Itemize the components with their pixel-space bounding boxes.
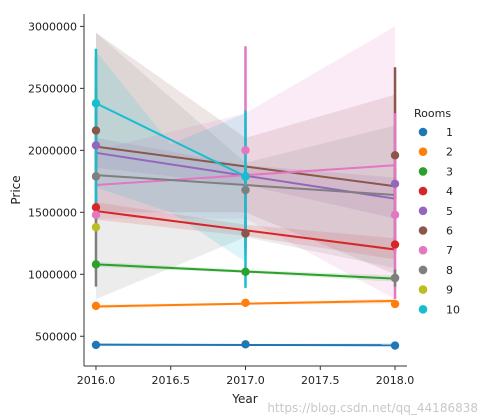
- legend-marker-rooms-7: [418, 245, 428, 255]
- y-axis-label: Price: [9, 175, 23, 204]
- y-tick-label-5: 3000000: [28, 20, 77, 33]
- data-points: [91, 99, 400, 350]
- point-rooms-2-1: [241, 298, 250, 307]
- y-tick-label-0: 500000: [35, 330, 77, 343]
- legend-marker-rooms-1: [418, 127, 428, 137]
- x-tick-label-0: 2016.0: [77, 374, 116, 387]
- point-rooms-10-1: [241, 172, 250, 181]
- legend-label-rooms-6: 6: [446, 225, 453, 238]
- point-rooms-8-1: [241, 185, 250, 195]
- point-rooms-4-0: [91, 203, 101, 212]
- point-rooms-10-0: [91, 99, 101, 108]
- point-rooms-7-0: [91, 210, 101, 219]
- point-rooms-5-0: [91, 141, 101, 150]
- point-rooms-8-0: [91, 172, 101, 181]
- legend-label-rooms-1: 1: [446, 126, 453, 139]
- point-rooms-7-1: [241, 146, 250, 155]
- legend-label-rooms-8: 8: [446, 264, 453, 277]
- x-tick-label-4: 2018.0: [376, 374, 415, 387]
- watermark: https://blog.csdn.net/qq_44186838: [267, 401, 478, 415]
- point-rooms-4-2: [390, 240, 400, 249]
- point-rooms-1-2: [390, 341, 400, 350]
- point-rooms-7-2: [390, 210, 400, 219]
- point-rooms-6-2: [390, 151, 400, 160]
- point-rooms-1-0: [91, 340, 101, 350]
- point-rooms-1-1: [241, 340, 250, 349]
- legend-marker-rooms-8: [418, 265, 428, 275]
- legend-marker-rooms-6: [418, 226, 428, 235]
- legend-marker-rooms-10: [418, 305, 428, 314]
- legend-marker-rooms-9: [418, 285, 428, 294]
- point-rooms-3-1: [241, 267, 250, 277]
- x-tick-label-3: 2017.5: [301, 374, 340, 387]
- legend-label-rooms-4: 4: [446, 185, 453, 198]
- legend-label-rooms-5: 5: [446, 205, 453, 218]
- legend-marker-rooms-3: [418, 167, 428, 176]
- point-rooms-5-2: [390, 179, 400, 189]
- point-rooms-6-1: [241, 229, 250, 238]
- fit-line-rooms-10: [95, 102, 246, 178]
- y-tick-label-1: 1000000: [28, 268, 77, 281]
- point-rooms-2-0: [91, 301, 101, 311]
- point-rooms-6-0: [91, 126, 101, 135]
- legend: Rooms 1 2 3 4 5 6 7 8 9 10: [414, 107, 460, 316]
- x-axis-ticks: 2016.0 2016.5 2017.0 2017.5 2018.0: [77, 366, 415, 387]
- legend-label-rooms-9: 9: [446, 284, 453, 297]
- y-tick-label-3: 2000000: [28, 144, 77, 157]
- x-tick-label-2: 2017.0: [226, 374, 265, 387]
- point-rooms-8-2: [390, 273, 400, 283]
- legend-label-rooms-2: 2: [446, 146, 453, 159]
- legend-label-rooms-3: 3: [446, 165, 453, 178]
- point-rooms-3-0: [91, 260, 101, 269]
- legend-marker-rooms-2: [418, 147, 428, 156]
- x-axis-label: Year: [231, 392, 257, 406]
- legend-label-rooms-7: 7: [446, 244, 453, 257]
- legend-marker-rooms-4: [418, 186, 428, 196]
- y-axis-ticks: 500000 1000000 1500000 2000000 2500000 300000…: [28, 20, 84, 343]
- legend-label-rooms-10: 10: [446, 303, 460, 316]
- legend-title: Rooms: [414, 107, 451, 120]
- point-rooms-9-0: [91, 222, 101, 232]
- x-tick-label-1: 2016.5: [151, 374, 190, 387]
- y-tick-label-4: 2500000: [28, 82, 77, 95]
- y-tick-label-2: 1500000: [28, 206, 77, 219]
- legend-marker-rooms-5: [418, 206, 428, 216]
- point-rooms-2-2: [390, 299, 400, 309]
